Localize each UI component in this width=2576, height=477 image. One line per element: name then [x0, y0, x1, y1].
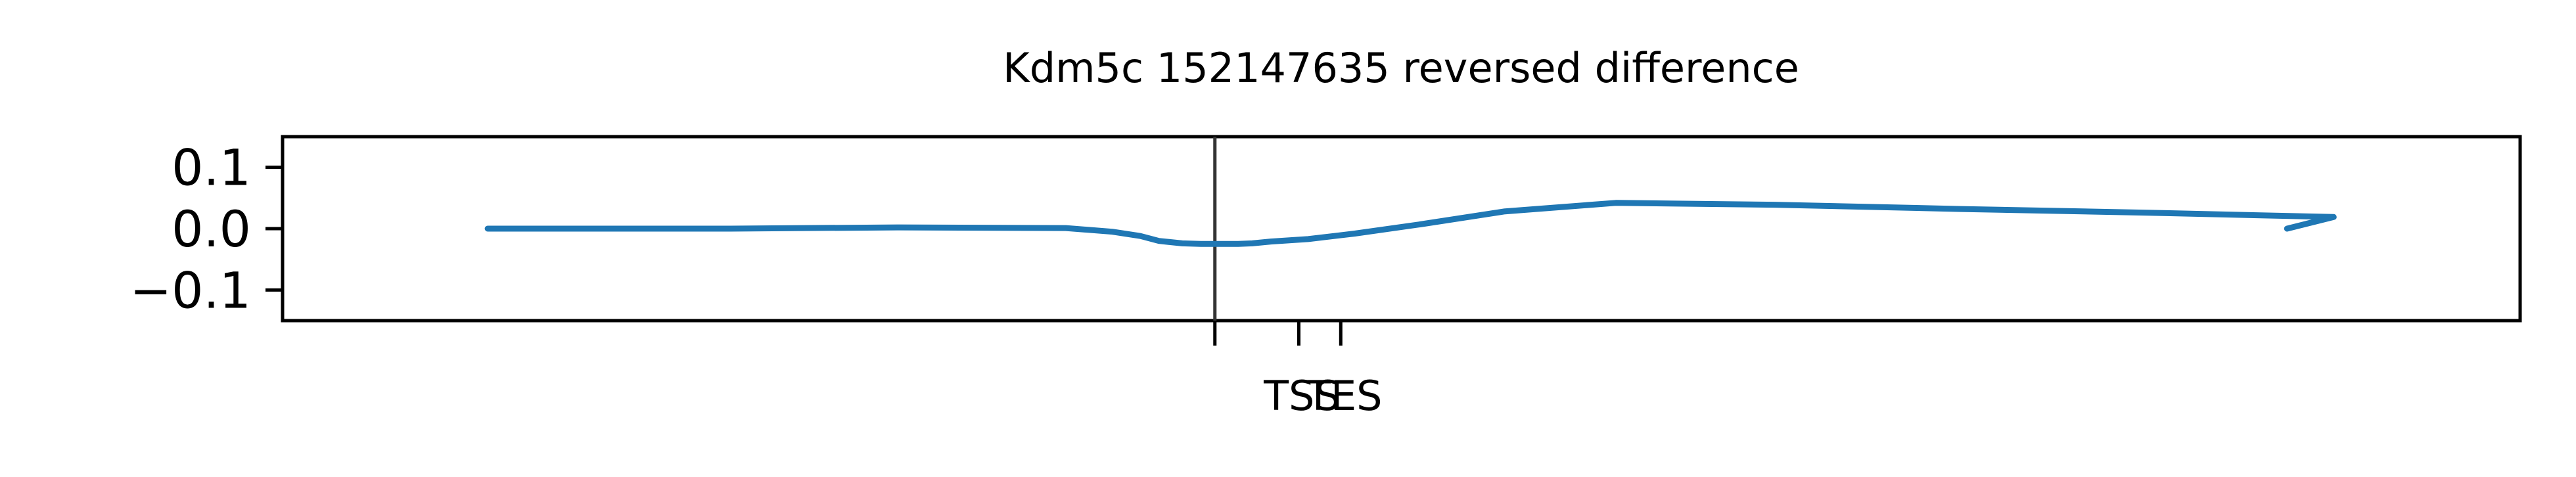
x-tick-label-2: TES	[1305, 372, 1382, 420]
y-tick-label-1: 0.0	[172, 200, 251, 258]
chart-title: Kdm5c 152147635 reversed difference	[1003, 44, 1799, 92]
x-tick-label-1: TSS	[1263, 372, 1341, 420]
y-tick-label-2: −0.1	[129, 261, 251, 319]
y-tick-label-0: 0.1	[172, 139, 251, 197]
series-line-0	[484, 200, 2337, 247]
